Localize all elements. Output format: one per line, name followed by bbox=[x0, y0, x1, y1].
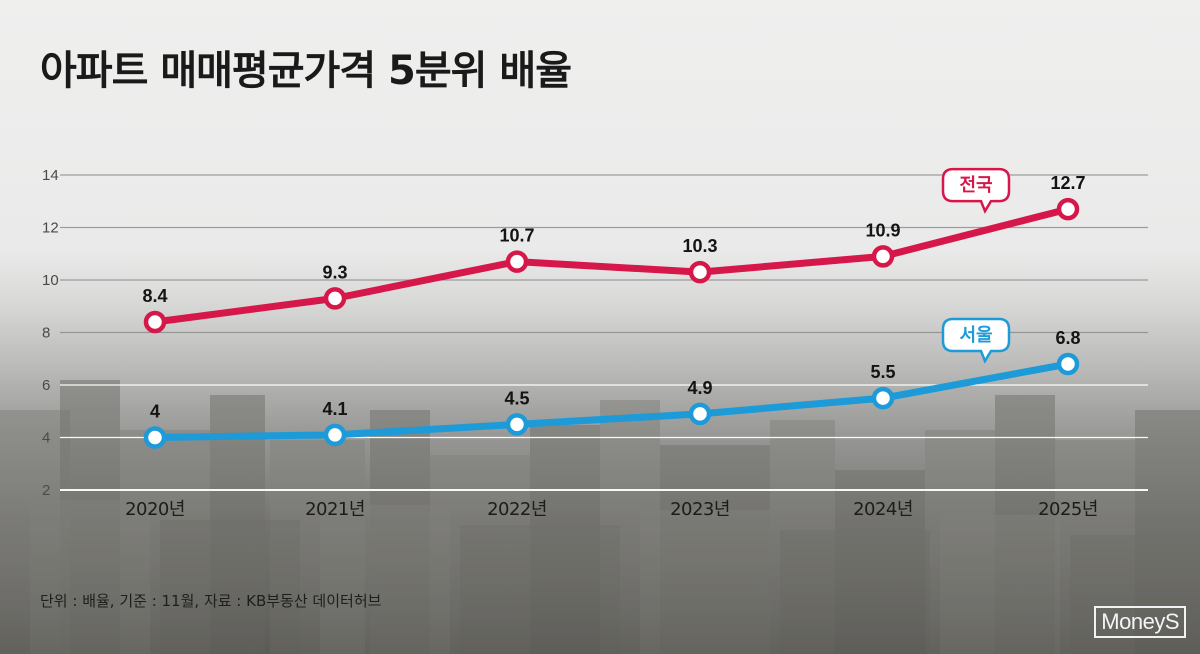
x-tick-label: 2025년 bbox=[1038, 499, 1098, 520]
chart-title: 아파트 매매평균가격 5분위 배율 bbox=[40, 48, 572, 94]
data-point bbox=[871, 245, 895, 268]
y-tick-label: 8 bbox=[42, 325, 50, 342]
series-callout-box bbox=[941, 317, 1011, 364]
data-point bbox=[1056, 352, 1080, 376]
data-point bbox=[323, 287, 347, 310]
series-line bbox=[151, 360, 1072, 441]
series-name-label: 전국 bbox=[959, 175, 992, 196]
data-label: 10.3 bbox=[682, 236, 717, 256]
series-line bbox=[151, 205, 1072, 326]
y-tick-label: 12 bbox=[42, 220, 59, 237]
data-label: 4.9 bbox=[687, 378, 712, 398]
data-label: 9.3 bbox=[322, 262, 347, 282]
y-tick-label: 2 bbox=[42, 482, 50, 499]
y-tick-label: 10 bbox=[42, 272, 59, 289]
y-tick-label: 14 bbox=[42, 167, 59, 184]
y-axis-ticks: 2 4 6 8 10 12 14 bbox=[42, 167, 59, 499]
series-callout-box bbox=[941, 167, 1011, 214]
data-point bbox=[688, 260, 712, 284]
data-point bbox=[143, 310, 167, 334]
data-point bbox=[143, 426, 167, 449]
data-label: 5.5 bbox=[870, 362, 895, 382]
data-label: 10.7 bbox=[499, 226, 534, 246]
y-tick-label: 4 bbox=[42, 430, 50, 447]
data-label: 12.7 bbox=[1050, 173, 1085, 193]
city-skyline-background bbox=[0, 300, 1200, 654]
data-point bbox=[1056, 197, 1080, 221]
fog-overlay bbox=[0, 300, 1200, 654]
publisher-logo: MoneyS bbox=[1094, 606, 1186, 638]
x-tick-label: 2022년 bbox=[487, 499, 547, 520]
data-label: 4 bbox=[150, 402, 160, 422]
x-tick-label: 2023년 bbox=[670, 499, 730, 520]
data-point bbox=[688, 402, 712, 426]
source-footnote: 단위 : 배율, 기준 : 11월, 자료 : KB부동산 데이터허브 bbox=[40, 592, 382, 610]
series-group: 8.4 9.3 10.7 10.3 10.9 12.7 전국 4 4.1 4.5 4.9 5.5 6.8… bbox=[142, 167, 1086, 449]
data-point bbox=[505, 250, 529, 273]
x-axis-ticks: 2020년 2021년 2022년 2023년 2024년 2025년 bbox=[125, 499, 1098, 520]
data-label: 8.4 bbox=[142, 286, 167, 306]
y-tick-label: 6 bbox=[42, 377, 50, 394]
data-point bbox=[871, 386, 895, 410]
data-label: 6.8 bbox=[1055, 328, 1080, 348]
x-tick-label: 2024년 bbox=[853, 499, 913, 520]
x-tick-label: 2020년 bbox=[125, 499, 185, 520]
data-point bbox=[505, 413, 529, 436]
x-tick-label: 2021년 bbox=[305, 499, 365, 520]
data-label: 4.1 bbox=[322, 399, 347, 419]
data-point bbox=[323, 423, 347, 447]
data-label: 10.9 bbox=[865, 220, 900, 240]
data-label: 4.5 bbox=[504, 388, 529, 408]
series-name-label: 서울 bbox=[959, 325, 992, 346]
